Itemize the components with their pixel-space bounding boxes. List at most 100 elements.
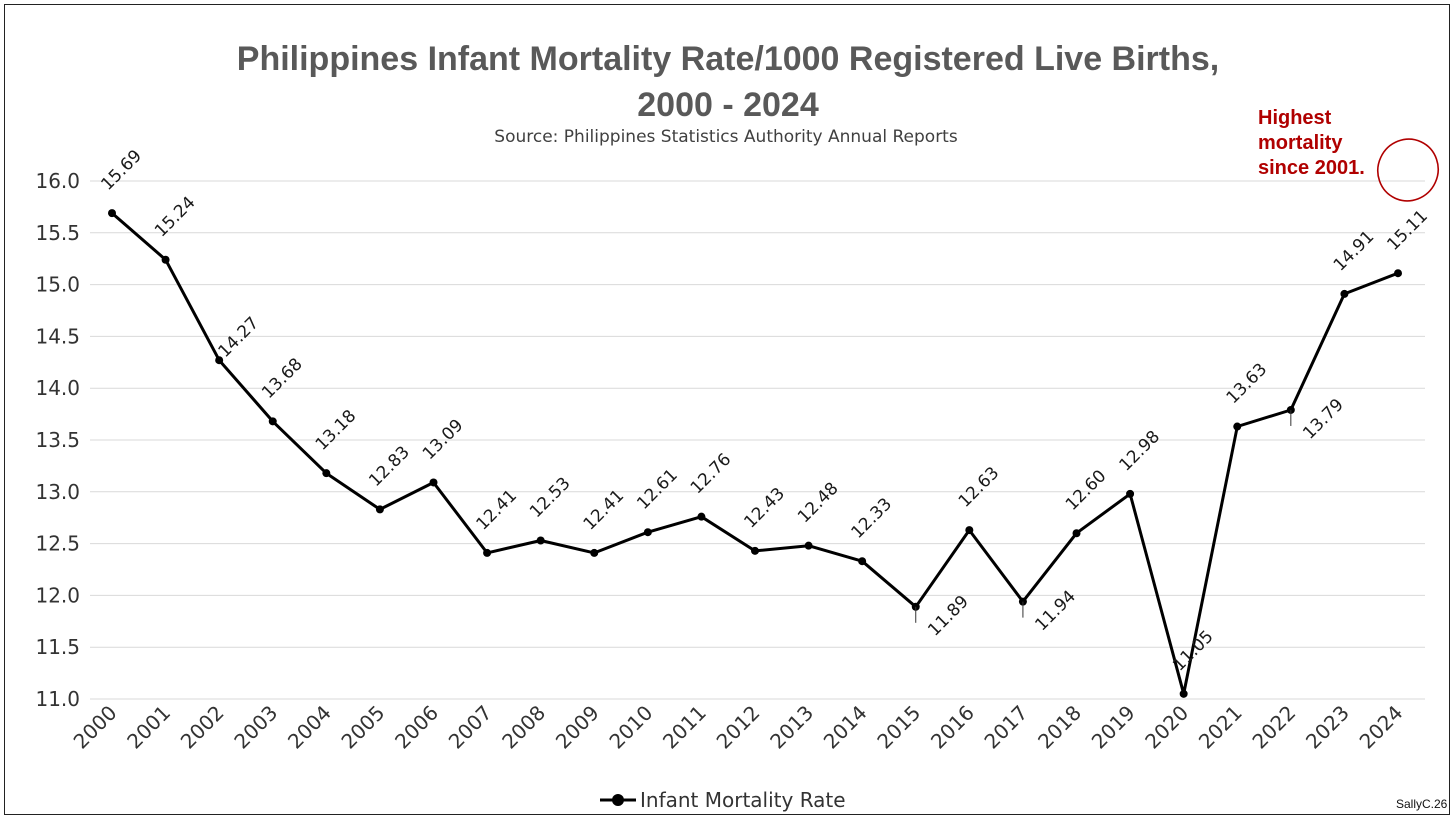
data-point[interactable] [375,505,384,514]
y-tick-label: 13.0 [35,480,80,504]
x-tick-label: 2020 [1140,701,1193,754]
y-tick-label: 11.0 [35,687,80,711]
data-point[interactable] [751,546,759,555]
series-line [111,211,1399,696]
legend-marker-icon [612,794,624,806]
data-label: 12.98 [1115,427,1164,476]
x-tick-label: 2018 [1033,701,1086,754]
annotation: Highest mortality since 2001. [1258,107,1439,202]
data-label: 11.89 [924,592,973,641]
x-tick-label: 2002 [176,701,229,754]
series-line-path [111,211,1399,696]
data-point[interactable] [1233,422,1242,431]
x-tick-label: 2003 [229,701,282,754]
y-axis-ticks: 11.0 11.5 12.0 12.5 13.0 13.5 14.0 14.5 15.0 15.5… [35,169,80,711]
x-tick-label: 2019 [1087,701,1140,754]
x-tick-label: 2023 [1301,701,1354,754]
data-point[interactable] [536,536,545,545]
data-point[interactable] [483,548,492,557]
credit-text: SallyC.26 [1396,797,1448,811]
data-label: 12.41 [472,486,521,535]
chart-title-line1: Philippines Infant Mortality Rate/1000 R… [237,40,1219,78]
data-point[interactable] [1179,689,1188,698]
data-label: 15.69 [97,146,146,195]
data-label: 14.91 [1330,227,1379,276]
y-tick-label: 12.0 [35,583,80,607]
x-tick-label: 2005 [336,701,389,754]
y-tick-label: 14.0 [35,376,80,400]
data-label: 12.63 [955,463,1004,512]
data-label: 12.33 [848,494,897,543]
data-label: 12.48 [794,479,843,528]
annotation-circle [1377,138,1439,202]
x-tick-label: 2014 [819,701,872,754]
data-point[interactable] [697,512,706,521]
legend[interactable]: Infant Mortality Rate [600,788,846,812]
data-point[interactable] [590,548,599,557]
data-label: 12.43 [740,484,789,533]
data-label: 13.63 [1223,360,1272,409]
x-tick-label: 2017 [979,701,1032,754]
data-labels: 15.6915.2414.2713.6813.1812.8313.0912.41… [97,146,1432,675]
data-label: 12.53 [526,473,575,522]
data-label: 15.11 [1383,206,1432,255]
grid-lines [90,180,1425,700]
data-label: 15.24 [151,193,200,242]
x-tick-label: 2004 [283,701,336,754]
data-point[interactable] [965,526,974,535]
data-point[interactable] [215,356,224,365]
data-label: 12.83 [365,442,414,491]
data-point[interactable] [108,209,116,218]
data-label: 11.05 [1169,627,1218,676]
y-tick-label: 15.5 [35,221,80,245]
x-tick-label: 2021 [1194,701,1247,754]
data-point[interactable] [643,528,652,537]
data-label: 13.68 [258,354,307,403]
data-label: 12.76 [687,450,736,499]
data-label: 12.41 [580,486,629,535]
x-tick-label: 2007 [444,701,497,754]
chart-subtitle: Source: Philippines Statistics Authority… [494,127,958,147]
x-tick-label: 2024 [1355,701,1408,754]
data-point[interactable] [1394,269,1402,278]
data-point[interactable] [804,541,813,550]
annotation-line3: since 2001. [1258,157,1365,179]
x-tick-label: 2006 [390,701,443,754]
x-tick-label: 2016 [926,701,979,754]
data-point[interactable] [1340,289,1349,298]
data-label: 14.27 [215,313,264,362]
y-tick-label: 11.5 [35,635,80,659]
data-point[interactable] [268,417,277,426]
annotation-line1: Highest [1258,107,1332,129]
data-label: 12.61 [633,465,682,514]
data-label: 13.18 [312,406,361,455]
series-points [108,209,1402,698]
x-tick-label: 2012 [712,701,765,754]
chart-title-line2: 2000 - 2024 [637,86,819,124]
x-tick-label: 2015 [872,701,925,754]
y-tick-label: 16.0 [35,169,80,193]
annotation-line2: mortality [1258,132,1343,154]
x-tick-label: 2009 [551,701,604,754]
y-tick-label: 14.5 [35,324,80,348]
x-tick-label: 2010 [604,701,657,754]
data-label: 11.94 [1031,587,1080,636]
x-tick-label: 2001 [122,701,175,754]
data-point[interactable] [1072,529,1081,538]
y-tick-label: 15.0 [35,273,80,297]
data-point[interactable] [322,469,331,478]
data-label: 12.60 [1062,466,1111,515]
data-point[interactable] [161,255,170,264]
x-tick-label: 2011 [658,701,711,754]
chart-frame [4,4,1450,815]
x-tick-label: 2008 [497,701,550,754]
data-point[interactable] [429,478,438,487]
x-axis-ticks: 2000 2001 2002 2003 2004 2005 2006 2007 2008 2009… [69,701,1408,754]
data-point[interactable] [1126,489,1135,498]
legend-label: Infant Mortality Rate [640,788,846,812]
x-tick-label: 2022 [1247,701,1300,754]
data-point[interactable] [858,557,867,566]
data-label: 13.79 [1299,395,1348,444]
x-tick-label: 2013 [765,701,818,754]
